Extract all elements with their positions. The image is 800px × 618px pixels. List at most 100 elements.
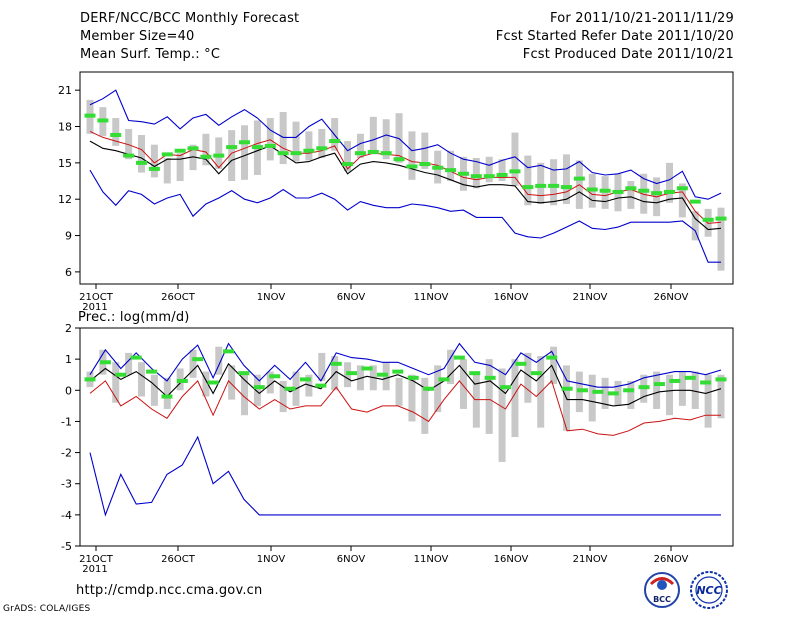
prec-median-mark [453, 355, 465, 360]
temp-box [498, 159, 506, 182]
temp-box [537, 162, 545, 205]
temp-box [562, 154, 570, 205]
temp-median-mark [535, 183, 547, 188]
prec-median-mark [84, 377, 96, 382]
temp-median-mark [148, 166, 160, 171]
prec-xtick-label: 21OCT [79, 554, 114, 565]
prec-ytick-label: 2 [65, 322, 72, 335]
prec-median-mark [269, 374, 281, 379]
temp-box [382, 119, 390, 160]
temp-median-mark [612, 189, 624, 194]
prec-median-mark [423, 386, 435, 391]
prec-line-mean [89, 362, 722, 407]
temp-median-mark [702, 217, 714, 222]
temp-box [678, 183, 686, 218]
temp-ytick-label: 9 [65, 230, 72, 243]
temp-median-mark [638, 188, 650, 193]
prec-box [163, 377, 171, 409]
prec-box [588, 374, 596, 422]
temp-box [550, 159, 558, 206]
temp-xtick-label: 21NOV [573, 292, 608, 303]
temp-median-mark [483, 174, 495, 179]
temp-median-mark [187, 146, 199, 151]
prec-line-ensemble_blue_upper [89, 342, 722, 388]
temp-box [408, 131, 416, 180]
temp-median-mark [161, 152, 173, 157]
temp-box [176, 153, 184, 182]
temp-box [524, 155, 532, 206]
prec-median-mark [176, 378, 188, 383]
prec-median-mark [238, 371, 250, 376]
grads-credit: GrADS: COLA/IGES [3, 604, 91, 614]
prec-line-ensemble_red [89, 379, 721, 436]
temp-box [150, 144, 158, 178]
temp-median-mark [367, 149, 379, 154]
prec-year-label: 2011 [82, 564, 107, 575]
temp-median-mark [239, 140, 251, 145]
prec-median-mark [223, 349, 235, 354]
temp-median-mark [496, 172, 508, 177]
prec-median-mark [146, 369, 158, 374]
temp-median-mark [548, 183, 560, 188]
prec-ytick-label: -3 [61, 478, 72, 491]
temp-median-mark [97, 118, 109, 123]
prec-median-mark [299, 377, 311, 382]
prec-ytick-label: -4 [61, 509, 72, 522]
prec-median-mark [361, 366, 373, 371]
prec-median-mark [684, 375, 696, 380]
prec-ytick-label: 0 [65, 384, 72, 397]
temp-box [138, 134, 146, 173]
prec-box [318, 352, 326, 381]
variable-label: Mean Surf. Temp.: °C [80, 47, 221, 62]
prec-box [421, 377, 429, 434]
prec-box [150, 374, 158, 406]
prec-box [627, 380, 635, 409]
prec-box [601, 377, 609, 409]
temp-median-mark [406, 164, 418, 169]
prec-box [125, 352, 133, 375]
prec-box [266, 371, 274, 394]
prec-xtick-label: 16NOV [494, 554, 529, 565]
prec-median-mark [653, 382, 665, 387]
prec-box [550, 346, 558, 385]
prec-plot: -5 -4 -3 -2 -1 0 1 2 21OCT 26OCT 1NOV 6NOV 11NOV 16NO… [61, 322, 734, 575]
prec-box [447, 349, 455, 385]
temp-box [125, 128, 133, 160]
prec-median-mark [607, 391, 619, 396]
bcc-logo-text: BCC [653, 595, 671, 604]
prec-median-mark [469, 371, 481, 376]
prec-box [215, 346, 223, 375]
temp-xtick-label: 16NOV [494, 292, 529, 303]
footer-url[interactable]: http://cmdp.ncc.cma.gov.cn [76, 583, 263, 598]
temp-median-mark [651, 191, 663, 196]
temp-median-mark [432, 165, 444, 170]
prec-xtick-label: 26NOV [654, 554, 689, 565]
temp-plot: 6 9 12 15 18 21 21OCT 26OCT 1NOV 6NOV 11NOV 16NOV 21… [58, 71, 734, 313]
prec-median-mark [407, 375, 419, 380]
prec-median-mark [253, 385, 265, 390]
temp-median-mark [470, 174, 482, 179]
prec-median-mark [207, 380, 219, 385]
temp-median-mark [419, 162, 431, 167]
prec-box [228, 365, 236, 400]
temp-box [189, 144, 197, 171]
prec-box [138, 362, 146, 397]
temp-box [112, 118, 120, 146]
temp-median-mark [393, 157, 405, 162]
prec-ytick-label: -2 [61, 447, 72, 460]
temp-median-mark [110, 132, 122, 137]
temp-median-mark [264, 143, 276, 148]
temp-xtick-label: 1NOV [257, 292, 286, 303]
temp-line-ensemble_blue_upper [89, 89, 722, 200]
temp-median-mark [226, 145, 238, 150]
prec-median-mark [99, 360, 111, 365]
temp-box [228, 130, 236, 182]
temp-box [356, 133, 364, 159]
produced-date: Fcst Produced Date 2011/10/21 [522, 47, 734, 62]
temp-box [215, 137, 223, 169]
temp-box [344, 141, 352, 172]
temp-box [279, 111, 287, 165]
temp-median-mark [663, 189, 675, 194]
prec-box [241, 371, 249, 416]
